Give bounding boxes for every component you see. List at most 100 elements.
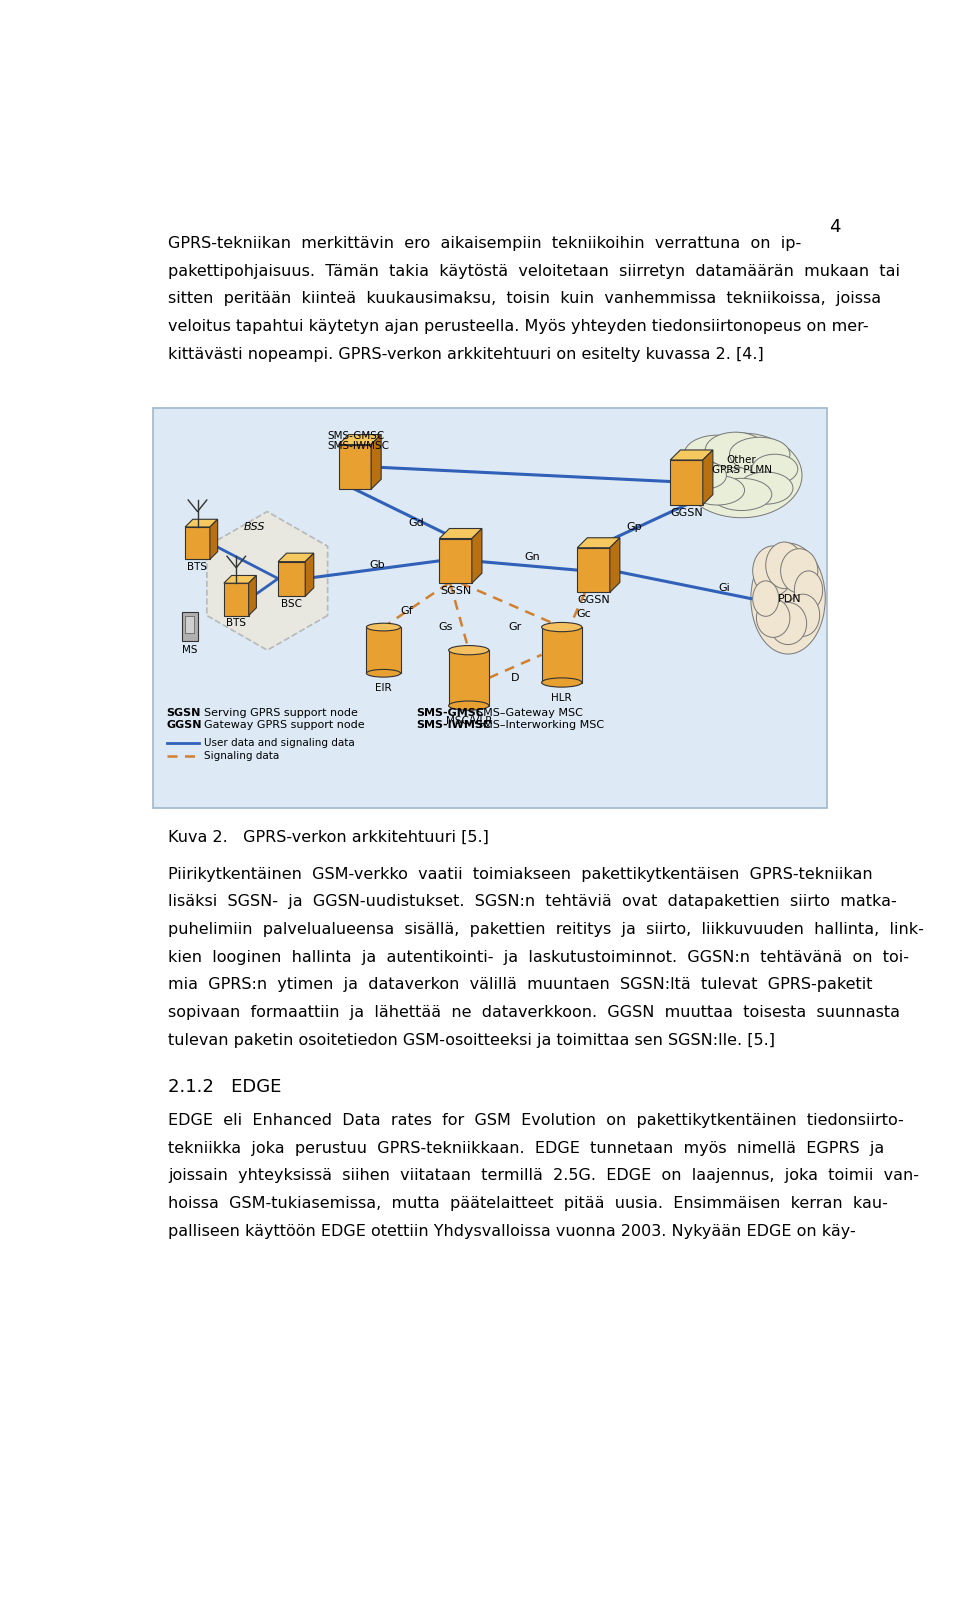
Text: SMS-GMSC: SMS-GMSC bbox=[416, 708, 484, 718]
Ellipse shape bbox=[367, 623, 400, 631]
Text: MSC/VLR: MSC/VLR bbox=[445, 716, 492, 726]
Text: GGSN: GGSN bbox=[670, 508, 703, 518]
Polygon shape bbox=[224, 584, 249, 616]
Text: BSS: BSS bbox=[244, 521, 266, 532]
Polygon shape bbox=[278, 561, 305, 597]
Text: Gp: Gp bbox=[627, 521, 642, 532]
Ellipse shape bbox=[684, 436, 751, 473]
Polygon shape bbox=[185, 527, 210, 560]
Text: veloitus tapahtui käytetyn ajan perusteella. Myös yhteyden tiedonsiirtonopeus on: veloitus tapahtui käytetyn ajan perustee… bbox=[168, 319, 869, 334]
Ellipse shape bbox=[448, 645, 489, 655]
Polygon shape bbox=[541, 627, 582, 682]
Text: MS: MS bbox=[182, 645, 198, 655]
Ellipse shape bbox=[738, 473, 793, 505]
Polygon shape bbox=[367, 627, 400, 673]
Ellipse shape bbox=[711, 479, 772, 511]
Ellipse shape bbox=[766, 542, 803, 589]
Text: SMS-IWMSC: SMS-IWMSC bbox=[416, 721, 492, 731]
Text: Gf: Gf bbox=[400, 606, 413, 616]
Text: EDGE  eli  Enhanced  Data  rates  for  GSM  Evolution  on  pakettikytkentäinen  : EDGE eli Enhanced Data rates for GSM Evo… bbox=[168, 1113, 903, 1127]
Text: mia  GPRS:n  ytimen  ja  dataverkon  välillä  muuntaen  SGSN:ltä  tulevat  GPRS-: mia GPRS:n ytimen ja dataverkon välillä … bbox=[168, 977, 873, 992]
Polygon shape bbox=[185, 616, 194, 634]
Text: Kuva 2.   GPRS-verkon arkkitehtuuri [5.]: Kuva 2. GPRS-verkon arkkitehtuuri [5.] bbox=[168, 829, 489, 845]
Polygon shape bbox=[472, 529, 482, 584]
Ellipse shape bbox=[751, 544, 826, 653]
Text: GPRS-tekniikan  merkittävin  ero  aikaisempiin  tekniikoihin  verrattuna  on  ip: GPRS-tekniikan merkittävin ero aikaisemp… bbox=[168, 235, 802, 252]
Text: Other: Other bbox=[727, 455, 756, 466]
Ellipse shape bbox=[367, 669, 400, 677]
Polygon shape bbox=[206, 511, 327, 650]
Ellipse shape bbox=[756, 598, 790, 637]
Polygon shape bbox=[703, 450, 713, 505]
Polygon shape bbox=[577, 548, 610, 592]
Text: SGSN: SGSN bbox=[166, 708, 201, 718]
Text: palliseen käyttöön EDGE otettiin Yhdysvalloissa vuonna 2003. Nykyään EDGE on käy: palliseen käyttöön EDGE otettiin Yhdysva… bbox=[168, 1224, 855, 1239]
Polygon shape bbox=[440, 529, 482, 539]
Text: Gi: Gi bbox=[719, 584, 731, 594]
Polygon shape bbox=[448, 650, 489, 705]
Text: EIR: EIR bbox=[375, 684, 392, 694]
Text: User data and signaling data: User data and signaling data bbox=[204, 739, 354, 748]
Text: lisäksi  SGSN-  ja  GGSN-uudistukset.  SGSN:n  tehtäviä  ovat  datapakettien  si: lisäksi SGSN- ja GGSN-uudistukset. SGSN:… bbox=[168, 894, 897, 910]
Text: SMS-IWMSC: SMS-IWMSC bbox=[327, 440, 389, 450]
Text: kittävästi nopeampi. GPRS-verkon arkkitehtuuri on esitelty kuvassa 2. [4.]: kittävästi nopeampi. GPRS-verkon arkkite… bbox=[168, 347, 764, 361]
Text: Piirikytkentäinen  GSM-verkko  vaatii  toimiakseen  pakettikytkentäisen  GPRS-te: Piirikytkentäinen GSM-verkko vaatii toim… bbox=[168, 866, 873, 882]
Ellipse shape bbox=[684, 461, 727, 489]
Polygon shape bbox=[339, 445, 372, 489]
Text: GPRS PLMN: GPRS PLMN bbox=[711, 465, 772, 474]
Text: Gr: Gr bbox=[509, 621, 522, 632]
Text: kien  looginen  hallinta  ja  autentikointi-  ja  laskutustoiminnot.  GGSN:n  te: kien looginen hallinta ja autentikointi-… bbox=[168, 950, 909, 965]
Ellipse shape bbox=[448, 702, 489, 710]
Text: Gs: Gs bbox=[439, 621, 453, 632]
Text: SGSN: SGSN bbox=[440, 586, 471, 597]
Polygon shape bbox=[210, 519, 218, 560]
Polygon shape bbox=[305, 553, 314, 597]
Text: 4: 4 bbox=[828, 218, 840, 235]
Ellipse shape bbox=[786, 594, 820, 636]
Text: 2.1.2   EDGE: 2.1.2 EDGE bbox=[168, 1077, 281, 1095]
Polygon shape bbox=[670, 460, 703, 505]
Text: joissain  yhteyksissä  siihen  viitataan  termillä  2.5G.  EDGE  on  laajennus, : joissain yhteyksissä siihen viitataan te… bbox=[168, 1168, 919, 1184]
Text: Gn: Gn bbox=[524, 552, 540, 563]
Text: Signaling data: Signaling data bbox=[204, 752, 279, 761]
Polygon shape bbox=[339, 434, 381, 445]
Text: Gd: Gd bbox=[408, 518, 424, 527]
Text: BTS: BTS bbox=[187, 561, 207, 571]
Text: Gb: Gb bbox=[370, 560, 385, 569]
Text: SMS–Interworking MSC: SMS–Interworking MSC bbox=[476, 721, 605, 731]
Text: Serving GPRS support node: Serving GPRS support node bbox=[204, 708, 357, 718]
Ellipse shape bbox=[690, 476, 745, 505]
Polygon shape bbox=[440, 539, 472, 584]
Ellipse shape bbox=[753, 581, 779, 616]
Ellipse shape bbox=[780, 548, 818, 594]
Text: GGSN: GGSN bbox=[166, 721, 202, 731]
Text: sopivaan  formaattiin  ja  lähettää  ne  dataverkkoon.  GGSN  muuttaa  toisesta : sopivaan formaattiin ja lähettää ne data… bbox=[168, 1005, 900, 1019]
Text: SMS–Gateway MSC: SMS–Gateway MSC bbox=[476, 708, 584, 718]
Polygon shape bbox=[249, 576, 256, 616]
Text: Gc: Gc bbox=[576, 610, 590, 619]
Text: BTS: BTS bbox=[227, 618, 247, 627]
Ellipse shape bbox=[770, 603, 806, 645]
Text: HLR: HLR bbox=[551, 692, 572, 703]
FancyBboxPatch shape bbox=[153, 408, 827, 808]
Ellipse shape bbox=[730, 437, 790, 471]
Ellipse shape bbox=[752, 455, 798, 484]
Text: puhelimiin  palvelualueensa  sisällä,  pakettien  reititys  ja  siirto,  liikkuv: puhelimiin palvelualueensa sisällä, pake… bbox=[168, 923, 924, 937]
Polygon shape bbox=[224, 576, 256, 584]
Ellipse shape bbox=[541, 623, 582, 632]
Polygon shape bbox=[670, 450, 713, 460]
Text: BSC: BSC bbox=[280, 598, 301, 608]
Text: pakettipohjaisuus.  Tämän  takia  käytöstä  veloitetaan  siirretyn  datamäärän  : pakettipohjaisuus. Tämän takia käytöstä … bbox=[168, 263, 900, 279]
Ellipse shape bbox=[541, 677, 582, 687]
Polygon shape bbox=[610, 537, 620, 592]
Ellipse shape bbox=[706, 432, 766, 468]
Text: GGSN: GGSN bbox=[577, 595, 610, 605]
Text: tekniikka  joka  perustuu  GPRS-tekniikkaan.  EDGE  tunnetaan  myös  nimellä  EG: tekniikka joka perustuu GPRS-tekniikkaan… bbox=[168, 1140, 884, 1155]
Polygon shape bbox=[577, 537, 620, 548]
Text: PDN: PDN bbox=[778, 594, 802, 603]
Ellipse shape bbox=[681, 432, 802, 518]
Polygon shape bbox=[182, 611, 198, 640]
Ellipse shape bbox=[794, 571, 823, 610]
Text: SMS-GMSC: SMS-GMSC bbox=[327, 431, 384, 440]
Text: D: D bbox=[511, 673, 519, 684]
